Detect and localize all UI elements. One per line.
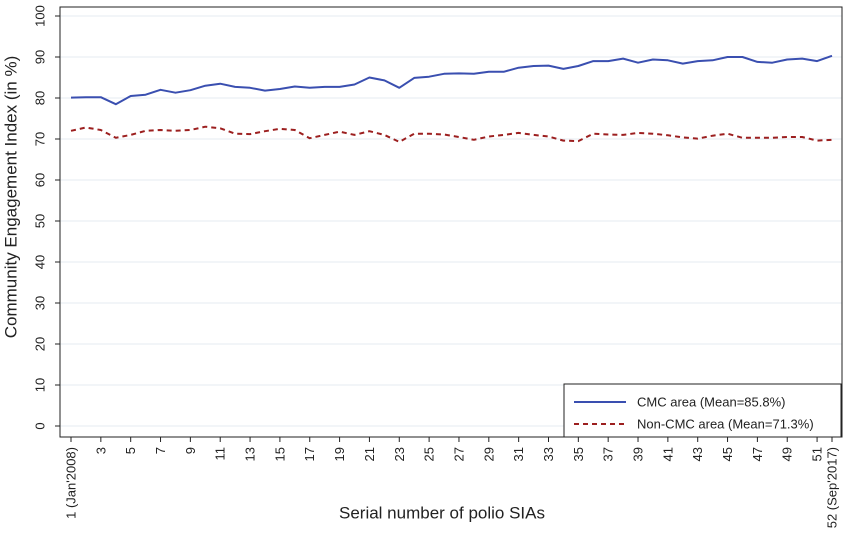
y-axis-title: Community Engagement Index (in %) (2, 56, 21, 339)
legend-label-cmc: CMC area (Mean=85.8%) (637, 395, 785, 410)
x-tick-label-23: 23 (392, 447, 407, 461)
x-tick-label-15: 15 (272, 447, 287, 461)
axes-layer (55, 6, 843, 442)
legend-box (563, 383, 842, 438)
series-layer (70, 54, 833, 143)
x-tick-label-29: 29 (481, 447, 496, 461)
x-tick-label-9: 9 (183, 447, 198, 454)
x-tick-label-7: 7 (153, 447, 168, 454)
y-tick-label-0: 0 (33, 422, 48, 429)
y-tick-label-60: 60 (33, 173, 48, 187)
legend-label-non-cmc: Non-CMC area (Mean=71.3%) (637, 417, 814, 432)
x-tick-label-51: 51 (810, 447, 825, 461)
series-line-cmc (70, 54, 833, 106)
x-tick-label-27: 27 (451, 447, 466, 461)
x-tick-label-47: 47 (750, 447, 765, 461)
x-tick-label-45: 45 (720, 447, 735, 461)
y-tick-label-40: 40 (33, 255, 48, 269)
x-tick-label-52: 52 (Sep'2017) (825, 447, 840, 528)
x-axis-title: Serial number of polio SIAs (339, 504, 545, 523)
x-tick-label-49: 49 (780, 447, 795, 461)
legend: CMC area (Mean=85.8%) Non-CMC area (Mean=… (563, 383, 842, 438)
x-tick-label-13: 13 (243, 447, 258, 461)
x-tick-label-35: 35 (571, 447, 586, 461)
x-tick-label-19: 19 (332, 447, 347, 461)
y-tick-label-30: 30 (33, 296, 48, 310)
y-tick-label-80: 80 (33, 91, 48, 105)
x-tick-label-3: 3 (93, 447, 108, 454)
y-tick-label-100: 100 (33, 5, 48, 27)
y-tick-label-20: 20 (33, 337, 48, 351)
x-tick-label-25: 25 (422, 447, 437, 461)
y-tick-label-10: 10 (33, 378, 48, 392)
x-tick-label-37: 37 (601, 447, 616, 461)
x-tick-label-39: 39 (631, 447, 646, 461)
x-tick-label-43: 43 (690, 447, 705, 461)
x-tick-label-5: 5 (123, 447, 138, 454)
x-tick-label-11: 11 (213, 447, 228, 461)
x-tick-label-31: 31 (511, 447, 526, 461)
grid-layer (60, 15, 842, 427)
plot-frame (59, 6, 843, 438)
x-tick-label-33: 33 (541, 447, 556, 461)
x-tick-label-21: 21 (362, 447, 377, 461)
y-tick-label-70: 70 (33, 132, 48, 146)
x-tick-label-17: 17 (302, 447, 317, 461)
y-tick-label-90: 90 (33, 50, 48, 64)
x-tick-label-1: 1 (Jan'2008) (64, 447, 79, 519)
y-tick-label-50: 50 (33, 214, 48, 228)
series-line-non-cmc (70, 125, 833, 143)
x-tick-label-41: 41 (660, 447, 675, 461)
